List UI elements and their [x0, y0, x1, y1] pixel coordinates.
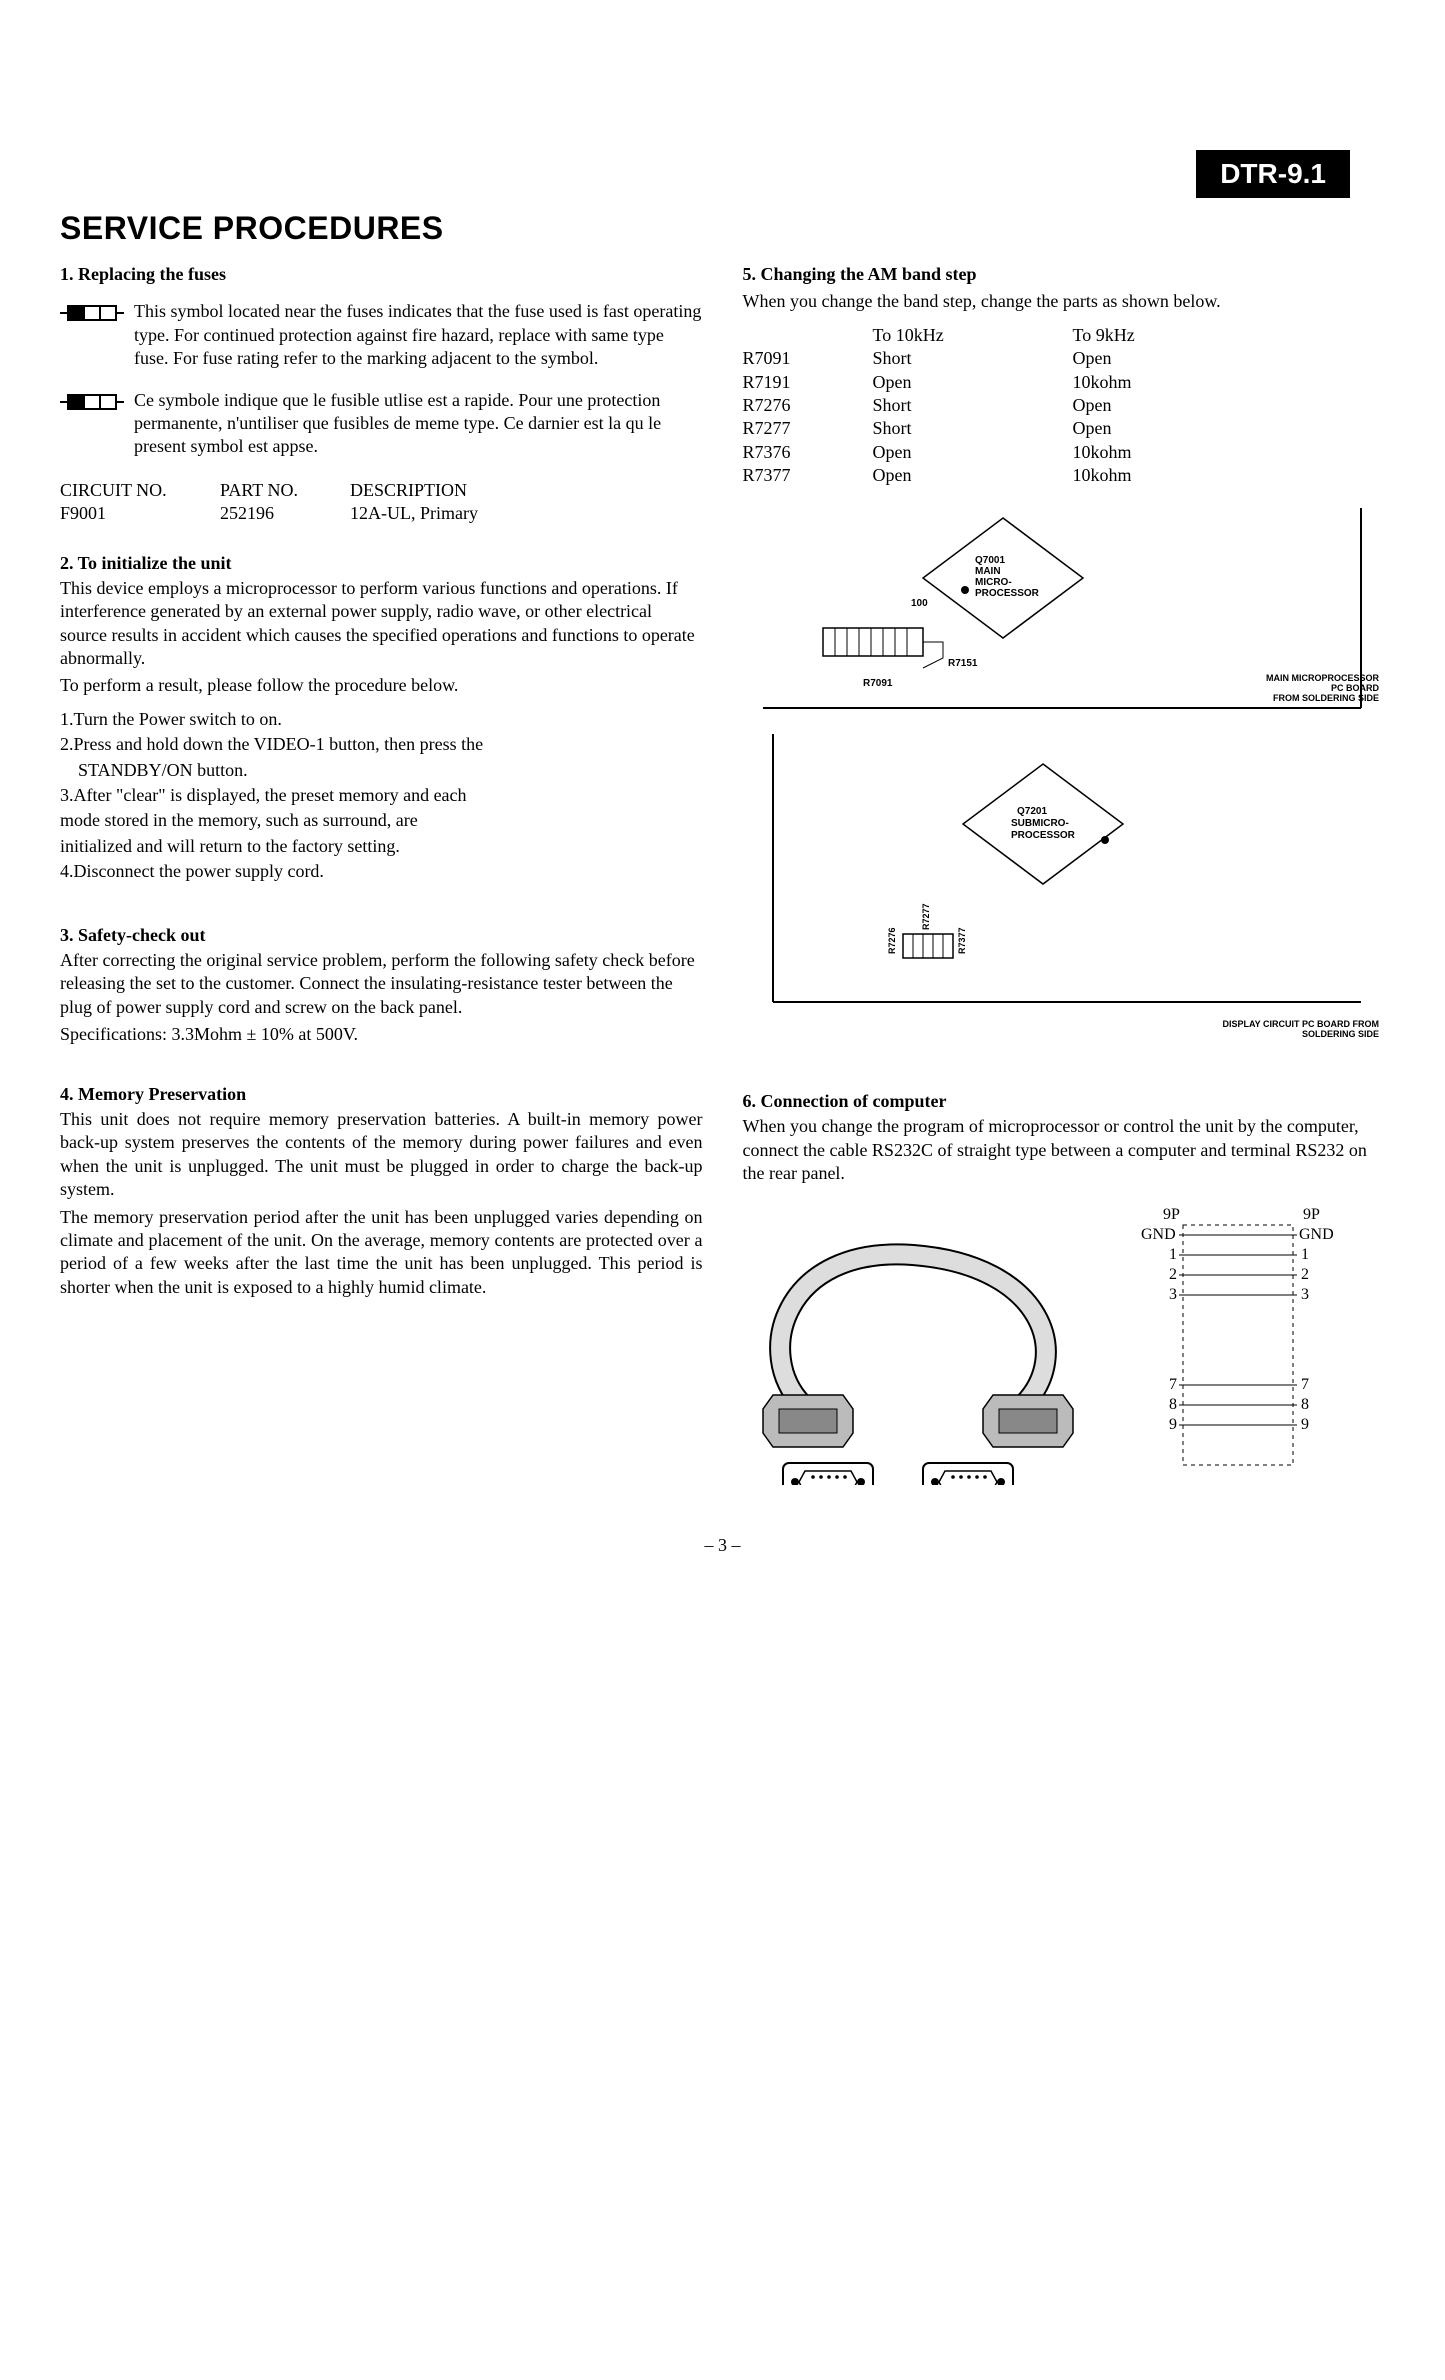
pinout-9p-left: 9P	[1163, 1206, 1180, 1223]
fuse-symbol-icon	[60, 391, 124, 413]
table-cell: R7377	[743, 464, 873, 487]
page-number: – 3 –	[60, 1535, 1385, 1556]
page-title: SERVICE PROCEDURES	[60, 210, 1385, 247]
svg-text:MICRO-: MICRO-	[975, 577, 1012, 588]
svg-text:7: 7	[1169, 1376, 1177, 1393]
main-micro-diagram: Q7001 MAIN MICRO- PROCESSOR 100 R7151 R7…	[743, 508, 1386, 704]
section-6-title: 6. Connection of computer	[743, 1090, 1386, 1113]
table-cell: 10kohm	[1073, 371, 1233, 394]
fuse-para-fr: Ce symbole indique que le fusible utlise…	[134, 389, 703, 459]
step-line: 4.Disconnect the power supply cord.	[60, 860, 703, 883]
svg-text:100: 100	[911, 598, 928, 609]
svg-text:MAIN: MAIN	[975, 566, 1001, 577]
table-cell: R7277	[743, 417, 873, 440]
cable-illustration	[743, 1205, 1103, 1485]
svg-text:9: 9	[1169, 1416, 1177, 1433]
section-2-para2: To perform a result, please follow the p…	[60, 674, 703, 697]
table-cell: Open	[1073, 347, 1233, 370]
table-cell: R7376	[743, 441, 873, 464]
svg-text:Q7001: Q7001	[975, 555, 1005, 566]
svg-text:PROCESSOR: PROCESSOR	[975, 588, 1040, 599]
init-steps: 1.Turn the Power switch to on. 2.Press a…	[60, 708, 703, 884]
step-line: initialized and will return to the facto…	[60, 835, 703, 858]
table-header: CIRCUIT NO.	[60, 479, 220, 502]
step-line: STANDBY/ON button.	[60, 759, 703, 782]
pinout-9p-right: 9P	[1303, 1206, 1320, 1223]
section-3-title: 3. Safety-check out	[60, 924, 703, 947]
section-2-para: This device employs a microprocessor to …	[60, 577, 703, 671]
svg-text:R7091: R7091	[863, 678, 893, 689]
table-cell: 12A-UL, Primary	[350, 502, 703, 525]
table-cell: 10kohm	[1073, 464, 1233, 487]
table-header	[743, 324, 873, 347]
section-4-para1: This unit does not require memory preser…	[60, 1108, 703, 1202]
step-line: 3.After "clear" is displayed, the preset…	[60, 784, 703, 807]
svg-text:1: 1	[1169, 1246, 1177, 1263]
svg-text:3: 3	[1301, 1286, 1309, 1303]
svg-text:3: 3	[1169, 1286, 1177, 1303]
svg-text:8: 8	[1301, 1396, 1309, 1413]
svg-text:9: 9	[1301, 1416, 1309, 1433]
section-3-para: After correcting the original service pr…	[60, 949, 703, 1019]
table-cell: R7276	[743, 394, 873, 417]
svg-text:GND: GND	[1299, 1226, 1334, 1243]
svg-text:1: 1	[1301, 1246, 1309, 1263]
table-cell: F9001	[60, 502, 220, 525]
fuse-symbol-row-en: This symbol located near the fuses indic…	[60, 300, 703, 374]
table-cell: Short	[873, 417, 1073, 440]
section-3-spec: Specifications: 3.3Mohm ± 10% at 500V.	[60, 1023, 703, 1046]
svg-text:2: 2	[1301, 1266, 1309, 1283]
section-6-para: When you change the program of microproc…	[743, 1115, 1386, 1185]
cable-pinout-row: 9P 9P GND GND 1 1 2 2 3 3 7 7 8 8 9 9	[743, 1205, 1386, 1485]
svg-text:Q7201: Q7201	[1017, 806, 1047, 817]
svg-text:2: 2	[1169, 1266, 1177, 1283]
section-5-intro: When you change the band step, change th…	[743, 290, 1386, 313]
table-cell: 252196	[220, 502, 350, 525]
section-4-title: 4. Memory Preservation	[60, 1083, 703, 1106]
fuse-para-en: This symbol located near the fuses indic…	[134, 300, 703, 370]
svg-text:PROCESSOR: PROCESSOR	[1011, 830, 1076, 841]
main-micro-svg: Q7001 MAIN MICRO- PROCESSOR 100 R7151 R7…	[743, 508, 1363, 728]
svg-text:R7377: R7377	[957, 927, 967, 954]
svg-text:SUBMICRO-: SUBMICRO-	[1011, 818, 1069, 829]
section-4-para2: The memory preservation period after the…	[60, 1206, 703, 1300]
svg-text:GND: GND	[1141, 1226, 1176, 1243]
section-2-title: 2. To initialize the unit	[60, 552, 703, 575]
svg-text:R7276: R7276	[887, 927, 897, 954]
fuse-symbol-row-fr: Ce symbole indique que le fusible utlise…	[60, 389, 703, 463]
table-cell: R7191	[743, 371, 873, 394]
pinout-diagram: 9P 9P GND GND 1 1 2 2 3 3 7 7 8 8 9 9	[1113, 1205, 1353, 1485]
table-cell: Open	[873, 371, 1073, 394]
fuse-part-table: CIRCUIT NO. PART NO. DESCRIPTION F9001 2…	[60, 479, 703, 526]
step-line: 1.Turn the Power switch to on.	[60, 708, 703, 731]
section-1-title: 1. Replacing the fuses	[60, 263, 703, 286]
svg-text:R7277: R7277	[921, 903, 931, 930]
svg-text:R7151: R7151	[948, 658, 978, 669]
table-header: To 10kHz	[873, 324, 1073, 347]
table-cell: Open	[873, 464, 1073, 487]
content-columns: 1. Replacing the fuses This symbol locat…	[60, 253, 1385, 1485]
table-header: PART NO.	[220, 479, 350, 502]
band-step-table: To 10kHz To 9kHz R7091ShortOpen R7191Ope…	[743, 324, 1386, 488]
step-line: 2.Press and hold down the VIDEO-1 button…	[60, 733, 703, 756]
display-circuit-diagram: Q7201 SUBMICRO- PROCESSOR R7276 R7277 R7…	[743, 734, 1386, 1040]
section-5-title: 5. Changing the AM band step	[743, 263, 1386, 286]
table-cell: Short	[873, 394, 1073, 417]
table-cell: Short	[873, 347, 1073, 370]
table-cell: 10kohm	[1073, 441, 1233, 464]
step-line: mode stored in the memory, such as surro…	[60, 809, 703, 832]
left-column: 1. Replacing the fuses This symbol locat…	[60, 253, 703, 1485]
table-cell: Open	[873, 441, 1073, 464]
table-header: To 9kHz	[1073, 324, 1233, 347]
table-cell: R7091	[743, 347, 873, 370]
model-badge: DTR-9.1	[1196, 150, 1350, 198]
fuse-symbol-icon	[60, 302, 124, 324]
svg-text:7: 7	[1301, 1376, 1309, 1393]
table-cell: Open	[1073, 394, 1233, 417]
right-column: 5. Changing the AM band step When you ch…	[743, 253, 1386, 1485]
svg-text:8: 8	[1169, 1396, 1177, 1413]
table-header: DESCRIPTION	[350, 479, 703, 502]
table-cell: Open	[1073, 417, 1233, 440]
display-circuit-svg: Q7201 SUBMICRO- PROCESSOR R7276 R7277 R7…	[743, 734, 1363, 1034]
